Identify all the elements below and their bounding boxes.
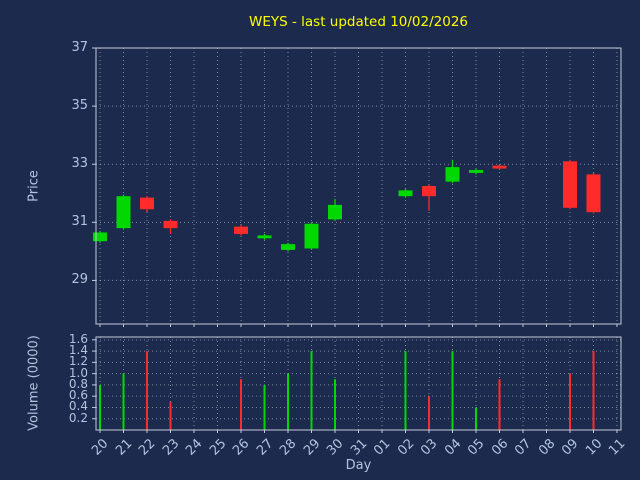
candle-body bbox=[93, 232, 107, 242]
volume-y-tick-label: 0.6 bbox=[68, 388, 88, 403]
candle-body bbox=[163, 220, 178, 229]
price-y-tick-label: 29 bbox=[71, 272, 88, 288]
volume-y-tick-label: 0.8 bbox=[68, 376, 88, 391]
candle-body bbox=[586, 174, 601, 213]
price-y-tick-label: 37 bbox=[71, 40, 88, 55]
price-y-tick-label: 31 bbox=[71, 214, 88, 230]
candle-body bbox=[563, 161, 577, 208]
volume-y-tick-label: 1.6 bbox=[68, 331, 88, 346]
candle-body bbox=[304, 223, 319, 249]
volume-y-tick-label: 0.2 bbox=[68, 410, 88, 425]
candle-body bbox=[469, 170, 483, 173]
volume-y-tick-label: 1.2 bbox=[68, 354, 88, 369]
candle-body bbox=[140, 197, 154, 210]
candle-body bbox=[492, 165, 507, 169]
candle-body bbox=[445, 167, 460, 182]
chart-title: WEYS - last updated 10/02/2026 bbox=[248, 14, 469, 30]
candle-body bbox=[257, 235, 272, 239]
day-axis-label: Day bbox=[345, 458, 372, 473]
candle-body bbox=[422, 186, 436, 197]
price-y-tick-label: 35 bbox=[71, 98, 88, 114]
price-panel-frame bbox=[95, 47, 622, 325]
volume-y-tick-label: 1.4 bbox=[68, 343, 88, 358]
candle-body bbox=[398, 190, 413, 197]
candle-body bbox=[234, 226, 248, 234]
volume-y-tick-label: 0.4 bbox=[68, 399, 88, 414]
candle-body bbox=[328, 204, 342, 220]
candle-body bbox=[116, 196, 131, 229]
volume-panel-frame bbox=[95, 336, 622, 431]
price-y-tick-label: 33 bbox=[71, 156, 88, 172]
candle-body bbox=[281, 244, 295, 250]
volume-y-tick-label: 1.0 bbox=[68, 365, 88, 380]
